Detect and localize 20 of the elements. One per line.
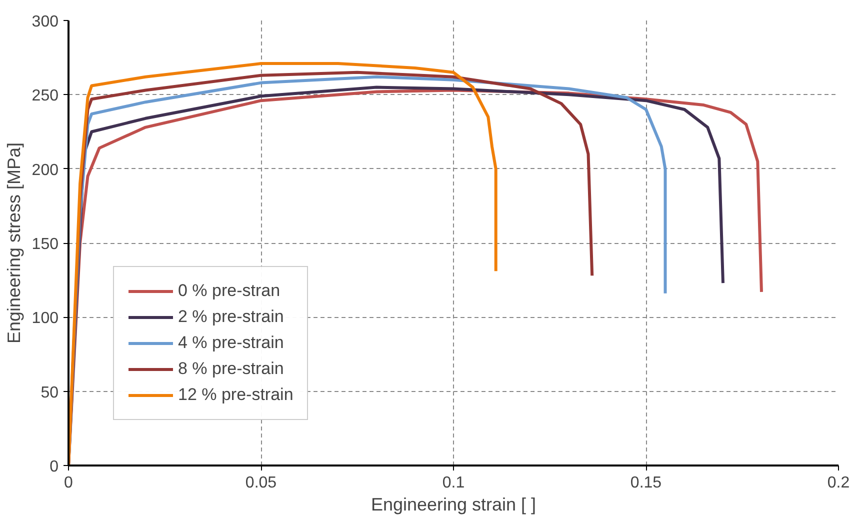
- legend-label: 4 % pre-strain: [178, 333, 284, 353]
- x-tick-label: 0.05: [245, 474, 277, 492]
- legend-label: 2 % pre-strain: [178, 307, 284, 327]
- y-tick-label: 200: [32, 162, 59, 179]
- y-tick-label: 100: [32, 310, 59, 328]
- legend-label: 12 % pre-strain: [178, 385, 294, 405]
- y-axis-title: Engineering stress [MPa]: [4, 142, 24, 344]
- y-tick-label: 300: [32, 14, 59, 30]
- x-axis-title: Engineering strain [ ]: [370, 494, 536, 514]
- x-tick-label: 0.1: [442, 474, 465, 492]
- x-tick-label: 0.2: [827, 474, 850, 492]
- line-series: [68, 62, 498, 466]
- x-tick-label: 0.15: [630, 474, 662, 492]
- y-tick-label: 150: [32, 236, 59, 253]
- y-tick-label: 250: [32, 88, 59, 105]
- x-tick-label: 0: [64, 474, 74, 492]
- y-tick-label: 0: [50, 458, 59, 476]
- y-tick-label: 50: [40, 384, 59, 402]
- legend-label: 0 % pre-stran: [178, 281, 280, 301]
- legend-label: 8 % pre-strain: [178, 359, 284, 379]
